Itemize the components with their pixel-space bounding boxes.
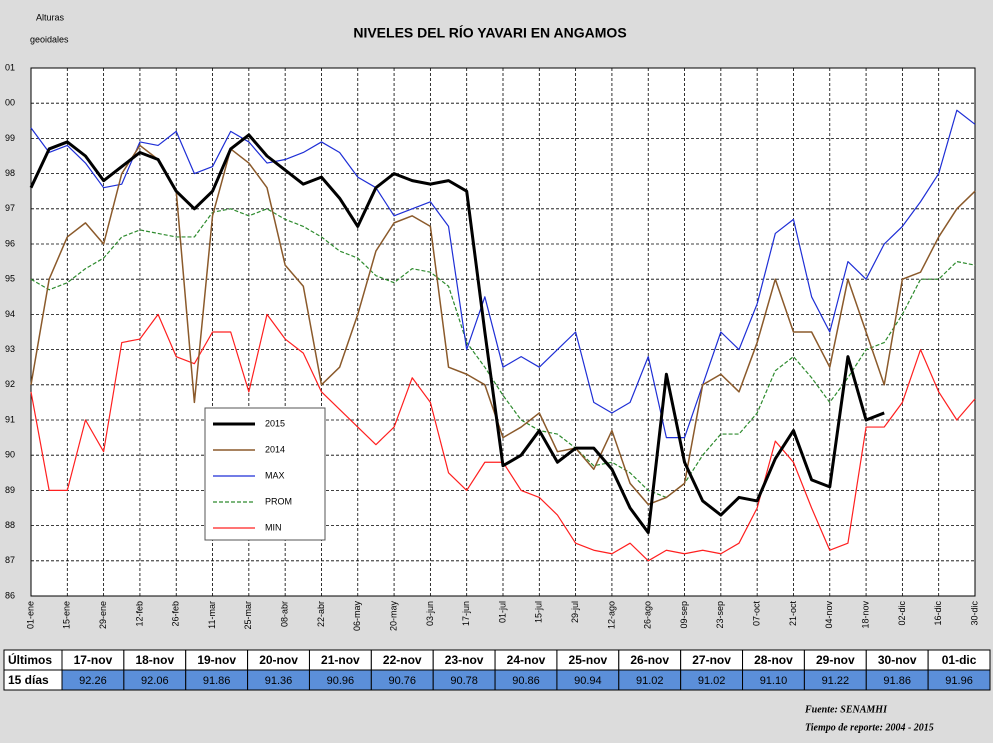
x-tick-label: 12-ago	[606, 601, 616, 629]
x-tick-label: 07-oct	[752, 601, 762, 627]
table-value: 91.10	[760, 675, 788, 687]
table-value: 90.86	[512, 675, 540, 687]
x-tick-label: 22-abr	[316, 601, 326, 627]
x-tick-label: 26-feb	[171, 601, 181, 627]
y-tick-label: 95	[5, 274, 15, 284]
y-tick-label: 96	[5, 238, 15, 248]
y-tick-label: 00	[5, 98, 15, 108]
table-row-label: 15 días	[8, 673, 49, 687]
table-value: 90.78	[450, 675, 478, 687]
legend-label: PROM	[265, 496, 292, 506]
x-tick-label: 25-mar	[243, 601, 253, 630]
y-tick-label: 01	[5, 62, 15, 72]
table-header: 18-nov	[135, 653, 174, 667]
table-header: 27-nov	[692, 653, 731, 667]
x-tick-label: 17-jun	[461, 601, 471, 626]
x-tick-label: 26-ago	[643, 601, 653, 629]
x-tick-label: 20-may	[388, 601, 398, 632]
x-tick-label: 08-abr	[280, 601, 290, 627]
table-value: 90.94	[574, 675, 602, 687]
x-tick-label: 16-dic	[933, 601, 943, 626]
table-header: 23-nov	[445, 653, 484, 667]
series-line	[30, 109, 976, 439]
table-header: 24-nov	[507, 653, 546, 667]
x-tick-label: 06-may	[352, 601, 362, 632]
table-header: 28-nov	[754, 653, 793, 667]
series-line	[30, 208, 976, 499]
y-tick-label: 98	[5, 168, 15, 178]
y-tick-label: 93	[5, 344, 15, 354]
x-tick-label: 29-ene	[98, 601, 108, 629]
x-tick-label: 15-ene	[62, 601, 72, 629]
legend-label: 2015	[265, 418, 285, 428]
x-tick-label: 01-jul	[497, 601, 507, 623]
table-header: 19-nov	[197, 653, 236, 667]
table-header: 30-nov	[878, 653, 917, 667]
series-line	[29, 133, 885, 535]
x-tick-label: 02-dic	[897, 601, 907, 626]
table-header: 29-nov	[816, 653, 855, 667]
y-tick-label: 97	[5, 203, 15, 213]
x-tick-label: 23-sep	[715, 601, 725, 629]
x-tick-label: 18-nov	[860, 601, 870, 629]
x-tick-label: 11-mar	[207, 601, 217, 629]
table-header: 22-nov	[383, 653, 422, 667]
table-value: 91.86	[203, 675, 231, 687]
x-tick-label: 21-oct	[788, 601, 798, 627]
y-tick-label: 90	[5, 450, 15, 460]
table-value: 91.96	[945, 675, 973, 687]
x-tick-label: 09-sep	[679, 601, 689, 629]
table-value: 91.22	[822, 675, 850, 687]
table-value-cell	[927, 669, 991, 691]
table-value: 90.96	[327, 675, 355, 687]
legend-label: 2014	[265, 444, 285, 454]
y-tick-label: 87	[5, 555, 15, 565]
table-value: 91.02	[636, 675, 664, 687]
table-value: 91.36	[265, 675, 293, 687]
y-tick-label: 92	[5, 379, 15, 389]
report-note: Tiempo de reporte: 2004 - 2015	[805, 722, 934, 733]
y-tick-label: 94	[5, 309, 15, 319]
table-header: 25-nov	[569, 653, 608, 667]
x-tick-label: 01-ene	[25, 601, 35, 629]
table-header: 17-nov	[74, 653, 113, 667]
x-tick-label: 12-feb	[134, 601, 144, 627]
y-tick-label: 86	[5, 590, 15, 600]
table-header: 01-dic	[942, 653, 977, 667]
chart-title: NIVELES DEL RÍO YAVARI EN ANGAMOS	[353, 25, 626, 41]
table-value: 92.26	[79, 675, 107, 687]
x-tick-label: 15-jul	[534, 601, 544, 623]
legend-label: MIN	[265, 522, 282, 532]
table-header: 21-nov	[321, 653, 360, 667]
plot-area	[30, 67, 976, 597]
x-tick-label: 30-dic	[969, 601, 979, 626]
y-tick-label: 99	[5, 133, 15, 143]
y-tick-label: 89	[5, 485, 15, 495]
x-tick-label: 04-nov	[824, 601, 834, 629]
x-tick-label: 03-jun	[425, 601, 435, 626]
table-row-label: Últimos	[8, 652, 52, 667]
x-tick-label: 29-jul	[570, 601, 580, 623]
series-line	[30, 144, 976, 506]
table-value: 91.86	[883, 675, 911, 687]
y-tick-label: 91	[5, 414, 15, 424]
table-header: 20-nov	[259, 653, 298, 667]
table-value: 90.76	[389, 675, 417, 687]
legend: 2015 2014 MAX PROM MIN	[204, 407, 326, 541]
table-header: 26-nov	[630, 653, 669, 667]
y-axis-label: geoidales	[30, 34, 69, 44]
y-tick-label: 88	[5, 520, 15, 530]
source-note: Fuente: SENAMHI	[804, 704, 888, 715]
table-value: 91.02	[698, 675, 726, 687]
legend-label: MAX	[265, 470, 285, 480]
table-value: 92.06	[141, 675, 169, 687]
y-axis-label: Alturas	[36, 12, 65, 22]
legend-box	[204, 407, 326, 541]
